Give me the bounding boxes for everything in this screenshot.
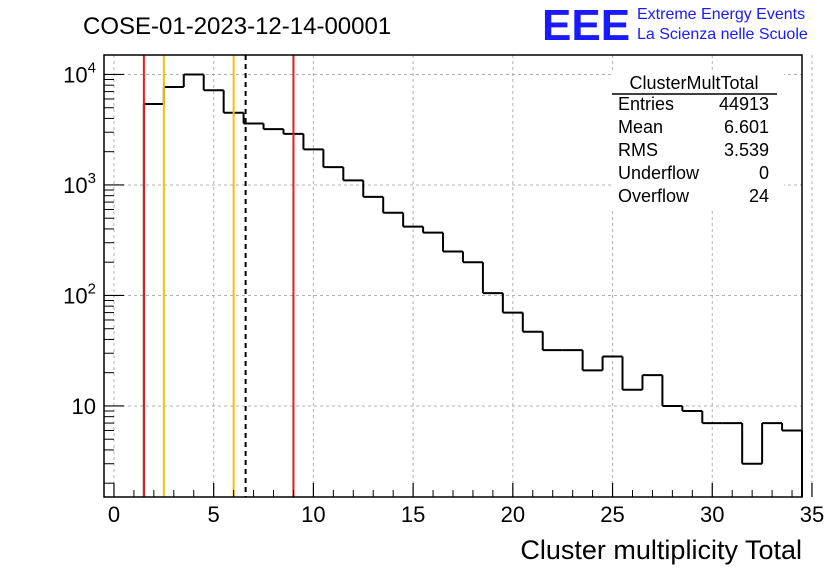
stats-box-title: ClusterMultTotal: [629, 73, 758, 93]
cut-lines: [142, 55, 295, 497]
x-tick-label: 35: [800, 502, 824, 527]
y-tick-label: 10: [72, 394, 96, 419]
stats-row-value: 6.601: [724, 117, 769, 137]
eee-logo: EEE Extreme Energy Events La Scienza nel…: [542, 1, 808, 50]
x-tick-label: 5: [208, 502, 220, 527]
axis-ticks: [104, 73, 813, 497]
logo-line-1: Extreme Energy Events: [637, 6, 805, 23]
logo-line-2: La Scienza nelle Scuole: [637, 26, 808, 43]
stats-row-value: 3.539: [724, 140, 769, 160]
stats-row-value: 24: [749, 186, 769, 206]
y-tick-label: 102: [63, 280, 96, 308]
x-tick-label: 25: [600, 502, 624, 527]
x-axis-label: Cluster multiplicity Total: [520, 535, 802, 565]
y-tick-label: 104: [63, 59, 96, 87]
x-tick-label: 0: [108, 502, 120, 527]
stats-row-value: 0: [759, 163, 769, 183]
stats-box: ClusterMultTotal Entries 44913 Mean 6.601 RM…: [612, 71, 784, 208]
stats-row-value: 44913: [719, 94, 769, 114]
y-tick-label: 103: [63, 170, 96, 198]
y-tick-exponent: 4: [88, 59, 96, 76]
eee-logo-mark: EEE: [542, 1, 630, 50]
stats-row-label: RMS: [618, 140, 658, 160]
y-tick-exponent: 3: [88, 170, 96, 187]
stats-row-label: Entries: [618, 94, 674, 114]
x-tick-label: 15: [401, 502, 425, 527]
x-tick-label: 10: [301, 502, 325, 527]
stats-row-label: Overflow: [618, 186, 690, 206]
x-tick-label: 20: [501, 502, 525, 527]
stats-row-label: Mean: [618, 117, 663, 137]
chart-title: COSE-01-2023-12-14-00001: [83, 13, 391, 40]
x-tick-label: 30: [700, 502, 724, 527]
y-tick-exponent: 2: [88, 280, 96, 297]
stats-row-label: Underflow: [618, 163, 700, 183]
stats-box-rows: Entries 44913 Mean 6.601 RMS 3.539 Underflow 0 O…: [618, 94, 769, 206]
